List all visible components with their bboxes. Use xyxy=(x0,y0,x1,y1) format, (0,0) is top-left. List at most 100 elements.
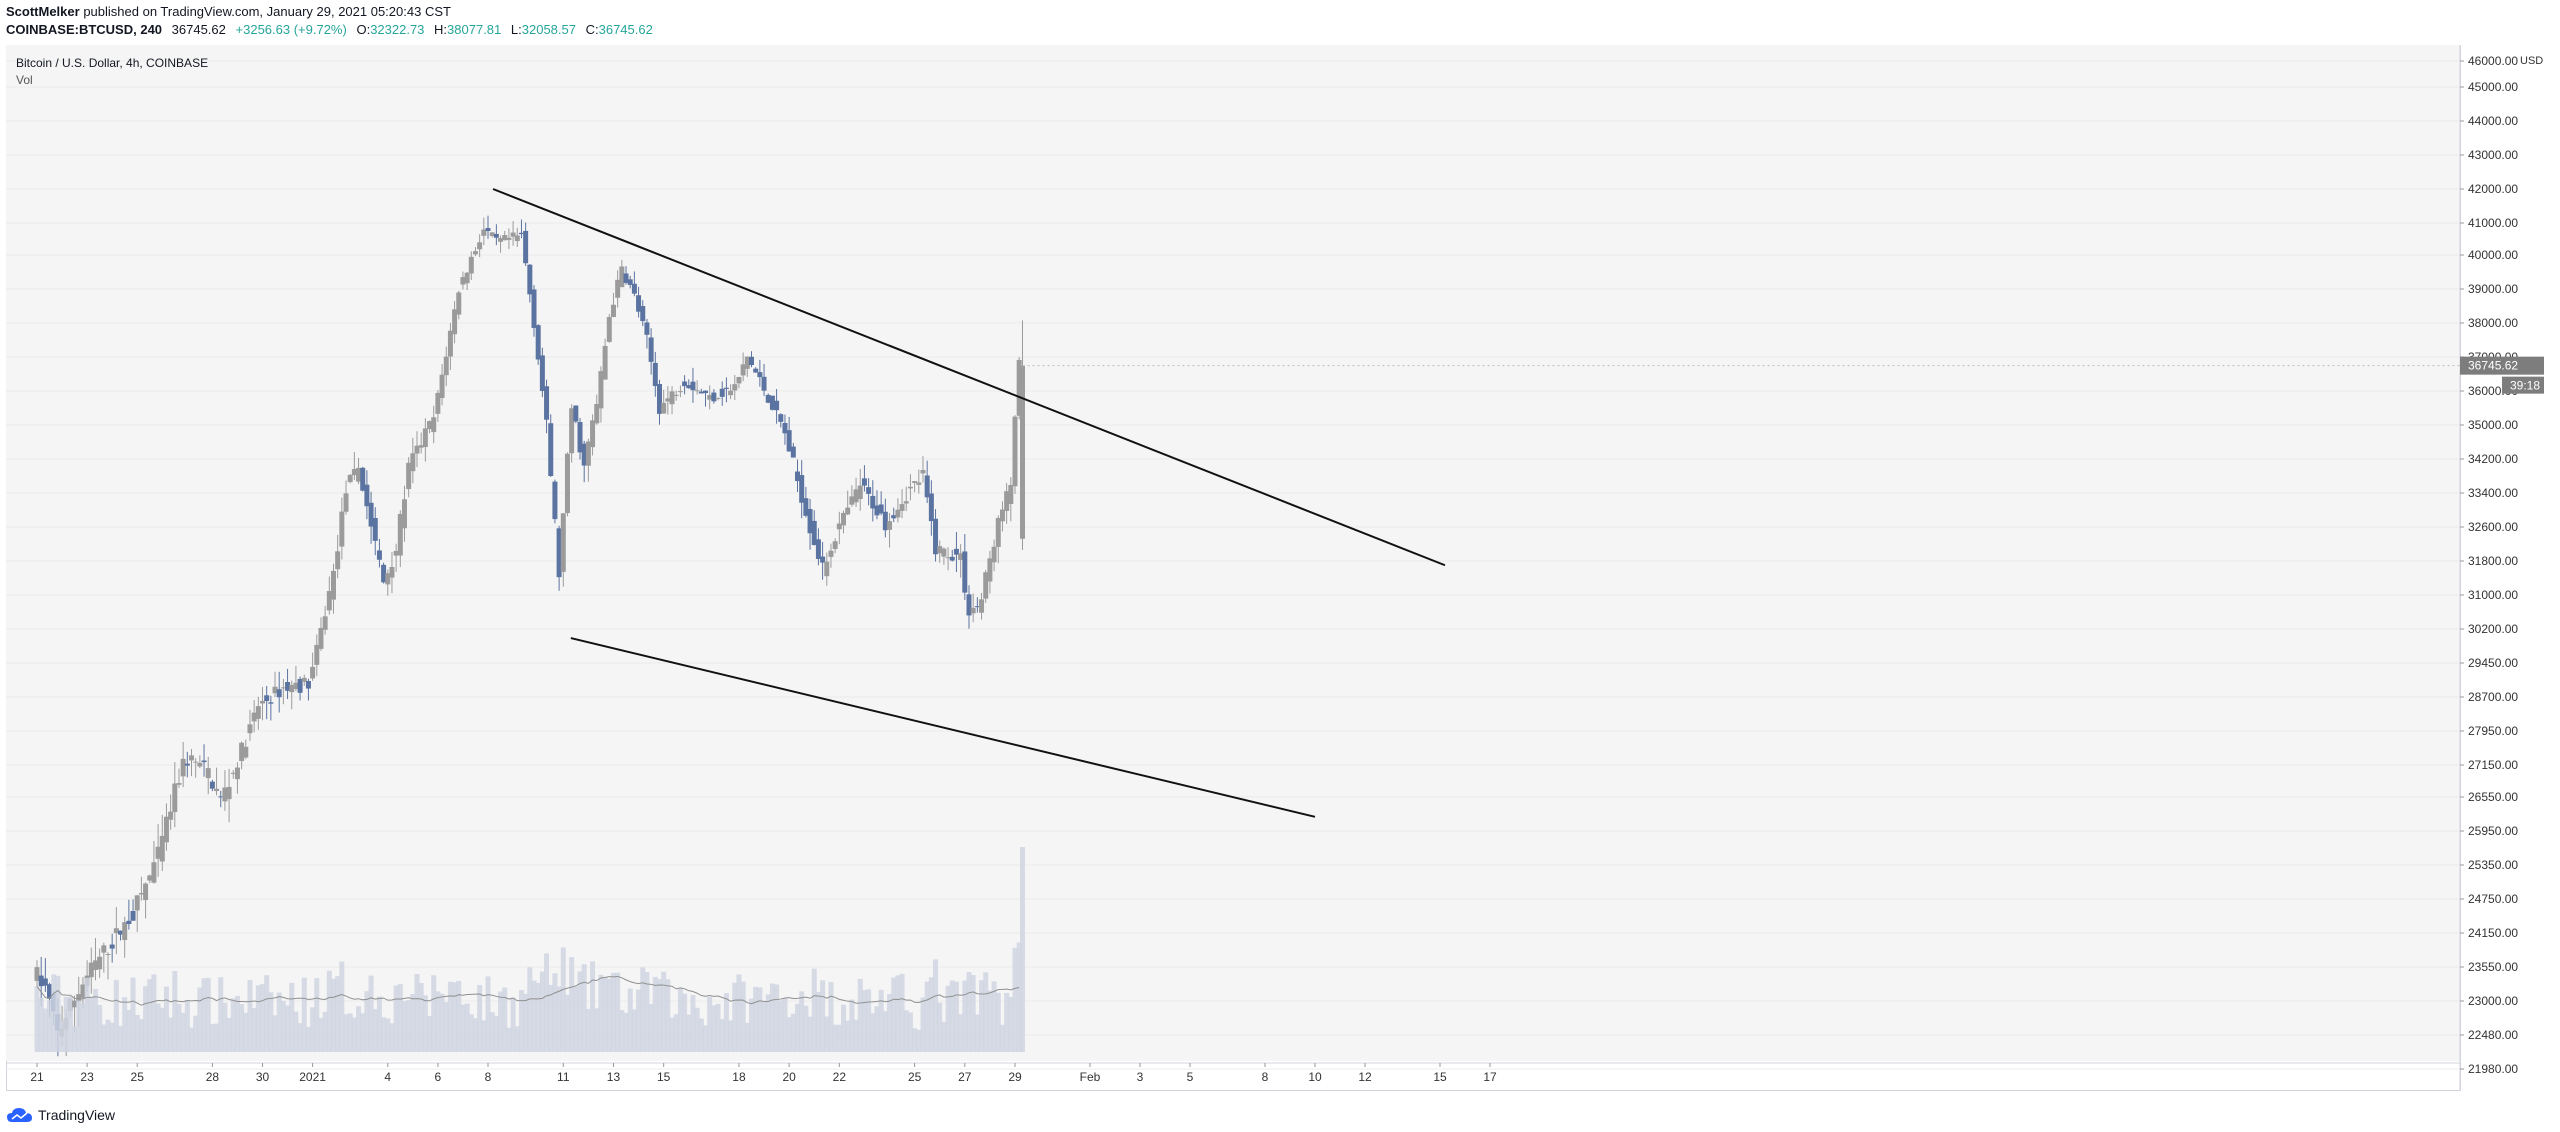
volume-bar xyxy=(815,992,821,1052)
volume-bar xyxy=(623,1012,629,1052)
time-tick-label: 15 xyxy=(1433,1070,1447,1084)
time-tick-label: 15 xyxy=(657,1070,671,1084)
volume-bar xyxy=(360,1013,366,1052)
volume-bar xyxy=(172,971,178,1052)
volume-bar xyxy=(531,980,537,1052)
candle-body xyxy=(406,462,412,490)
volume-bar xyxy=(740,981,746,1052)
candle-body xyxy=(255,706,261,719)
volume-ma-line xyxy=(36,975,1020,1006)
price-tick-label: 31000.00 xyxy=(2468,588,2518,602)
candle-body xyxy=(937,546,943,554)
candle-body xyxy=(460,277,466,285)
price-tick-label: 33400.00 xyxy=(2468,486,2518,500)
volume-bar xyxy=(42,1008,48,1052)
volume-bar xyxy=(556,986,562,1052)
candle-body xyxy=(80,984,86,998)
volume-bar xyxy=(163,986,169,1052)
volume-bar xyxy=(552,973,558,1052)
volume-bar xyxy=(222,1002,228,1052)
volume-bar xyxy=(401,1001,407,1052)
candle-body xyxy=(506,237,512,240)
volume-bar xyxy=(958,1014,964,1052)
volume-bar xyxy=(385,1018,391,1052)
time-tick-label: 2021 xyxy=(299,1070,326,1084)
candle-body xyxy=(393,550,399,556)
candle-body xyxy=(452,309,458,335)
candle-body xyxy=(970,607,976,614)
candle-body xyxy=(322,616,328,630)
volume-bar xyxy=(155,1003,161,1052)
price-tick-label: 29450.00 xyxy=(2468,656,2518,670)
candle-body xyxy=(335,551,341,570)
time-tick-label: 20 xyxy=(782,1070,796,1084)
volume-bar xyxy=(690,994,696,1052)
volume-bar xyxy=(147,979,153,1052)
candle-body xyxy=(690,381,696,391)
volume-bar xyxy=(184,1000,190,1052)
candle-body xyxy=(736,376,742,384)
volume-bar xyxy=(168,1017,174,1052)
candle-body xyxy=(983,572,989,599)
volume-bar xyxy=(573,986,579,1052)
candle-body xyxy=(230,772,236,774)
price-tick-label: 39000.00 xyxy=(2468,282,2518,296)
candle-body xyxy=(619,266,625,288)
candle-body xyxy=(665,398,671,402)
volume-bar xyxy=(882,1011,888,1052)
candle-body xyxy=(682,381,688,387)
candle-body xyxy=(581,443,587,466)
volume-bar xyxy=(887,994,893,1052)
candle-body xyxy=(134,895,140,911)
volume-bar xyxy=(715,1003,721,1052)
candle-body xyxy=(518,232,524,235)
volume-bar xyxy=(711,1005,717,1052)
open-value: 32322.73 xyxy=(370,22,425,37)
price-tick-label: 30200.00 xyxy=(2468,622,2518,636)
candle-body xyxy=(874,505,880,516)
volume-bar xyxy=(427,1015,433,1052)
volume-bar xyxy=(585,1008,591,1052)
volume-bar xyxy=(636,989,642,1052)
volume-bar xyxy=(761,1001,767,1052)
volume-bar xyxy=(343,1014,349,1052)
volume-bar xyxy=(539,971,545,1052)
volume-bar xyxy=(347,1013,353,1052)
volume-bar xyxy=(983,972,989,1052)
volume-bar xyxy=(602,977,608,1052)
candle-body xyxy=(544,386,550,420)
volume-bar xyxy=(778,1000,784,1052)
candle-body xyxy=(882,511,888,531)
volume-bar xyxy=(1012,947,1018,1052)
candle-body xyxy=(702,390,708,394)
volume-bar xyxy=(406,1000,412,1052)
candle-body xyxy=(147,875,153,881)
volume-bar xyxy=(820,980,826,1052)
price-tick-label: 41000.00 xyxy=(2468,216,2518,230)
volume-bar xyxy=(832,1024,838,1052)
volume-bar xyxy=(903,1010,909,1052)
candle-body xyxy=(176,783,182,785)
footer-brand[interactable]: TradingView xyxy=(6,1106,115,1124)
volume-bar xyxy=(489,1012,495,1052)
close-label: C: xyxy=(585,22,599,37)
candle-body xyxy=(368,502,374,527)
candle-body xyxy=(535,325,541,360)
price-tick-label: 46000.00 xyxy=(2468,54,2518,68)
upper-trendline xyxy=(492,188,1446,567)
candle-body xyxy=(966,594,972,616)
candle-body xyxy=(769,395,775,410)
chart-plot-area[interactable] xyxy=(6,45,2460,1061)
volume-bar xyxy=(953,981,959,1052)
low-value: 32058.57 xyxy=(521,22,576,37)
candle-body xyxy=(757,372,763,378)
author-name[interactable]: ScottMelker xyxy=(6,4,80,19)
candle-body xyxy=(197,762,203,767)
volume-bar xyxy=(765,994,771,1052)
volume-bar xyxy=(949,980,955,1052)
time-tick-label: 10 xyxy=(1308,1070,1322,1084)
price-tick-label: 44000.00 xyxy=(2468,114,2518,128)
volume-bar xyxy=(205,977,211,1052)
volume-bar xyxy=(723,993,729,1052)
volume-bar xyxy=(987,990,993,1052)
